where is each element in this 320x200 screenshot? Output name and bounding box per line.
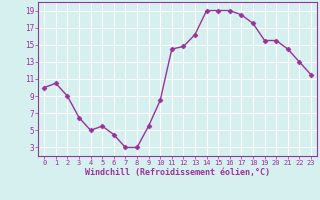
X-axis label: Windchill (Refroidissement éolien,°C): Windchill (Refroidissement éolien,°C): [85, 168, 270, 177]
